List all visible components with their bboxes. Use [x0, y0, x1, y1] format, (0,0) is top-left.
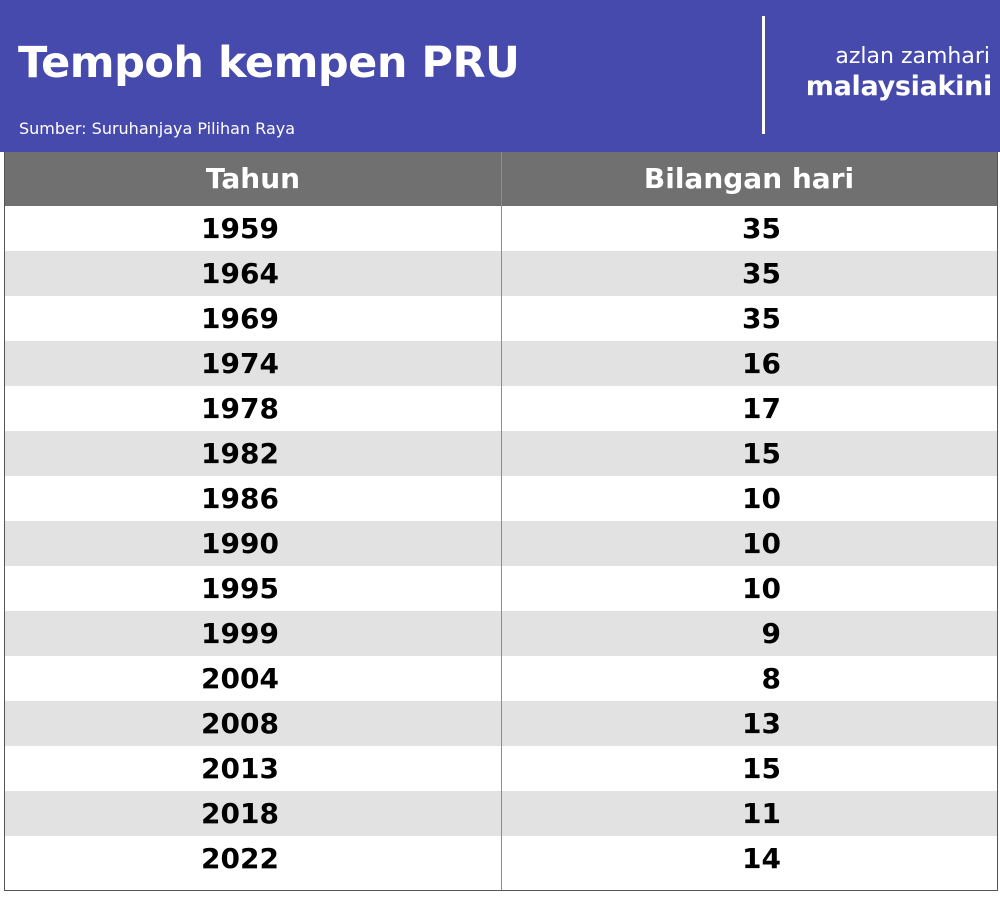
- column-divider: [501, 152, 502, 890]
- year-cell: 1982: [201, 437, 279, 470]
- days-cell: 15: [742, 437, 781, 470]
- days-cell: 10: [742, 572, 781, 605]
- table-row: 1959 35: [5, 206, 997, 251]
- table-row: 1969 35: [5, 296, 997, 341]
- days-cell: 35: [742, 302, 781, 335]
- days-cell: 17: [742, 392, 781, 425]
- days-cell: 9: [761, 617, 781, 650]
- days-cell: 10: [742, 527, 781, 560]
- brand-logo: malaysiakini: [805, 71, 993, 102]
- table-row: 1995 10: [5, 566, 997, 611]
- year-cell: 2008: [201, 707, 279, 740]
- author-credit: azlan zamhari: [835, 44, 990, 69]
- year-cell: 1986: [201, 482, 279, 515]
- days-cell: 8: [761, 662, 781, 695]
- year-cell: 1999: [201, 617, 279, 650]
- source-note: Sumber: Suruhanjaya Pilihan Raya: [19, 119, 296, 138]
- year-cell: 1969: [201, 302, 279, 335]
- days-cell: 11: [742, 797, 781, 830]
- year-cell: 1959: [201, 212, 279, 245]
- table-row: 2004 8: [5, 656, 997, 701]
- year-cell: 2018: [201, 797, 279, 830]
- days-cell: 16: [742, 347, 781, 380]
- year-cell: 2004: [201, 662, 279, 695]
- header-banner: Tempoh kempen PRU Sumber: Suruhanjaya Pi…: [0, 0, 1000, 152]
- days-cell: 14: [742, 842, 781, 875]
- column-header-days: Bilangan hari: [643, 162, 855, 195]
- year-cell: 2022: [201, 842, 279, 875]
- days-cell: 35: [742, 257, 781, 290]
- table-row: 1986 10: [5, 476, 997, 521]
- days-cell: 35: [742, 212, 781, 245]
- header-divider: [762, 16, 765, 134]
- days-cell: 13: [742, 707, 781, 740]
- table-row: 2013 15: [5, 746, 997, 791]
- year-cell: 1995: [201, 572, 279, 605]
- year-cell: 1990: [201, 527, 279, 560]
- data-table: Tahun Bilangan hari 1959 35 1964 35 1969 35 19…: [4, 152, 998, 891]
- table-row: 2022 14: [5, 836, 997, 881]
- days-cell: 10: [742, 482, 781, 515]
- year-cell: 1978: [201, 392, 279, 425]
- column-header-year: Tahun: [205, 162, 301, 195]
- table-row: 1978 17: [5, 386, 997, 431]
- days-cell: 15: [742, 752, 781, 785]
- year-cell: 2013: [201, 752, 279, 785]
- year-cell: 1974: [201, 347, 279, 380]
- chart-title: Tempoh kempen PRU: [18, 38, 520, 88]
- year-cell: 1964: [201, 257, 279, 290]
